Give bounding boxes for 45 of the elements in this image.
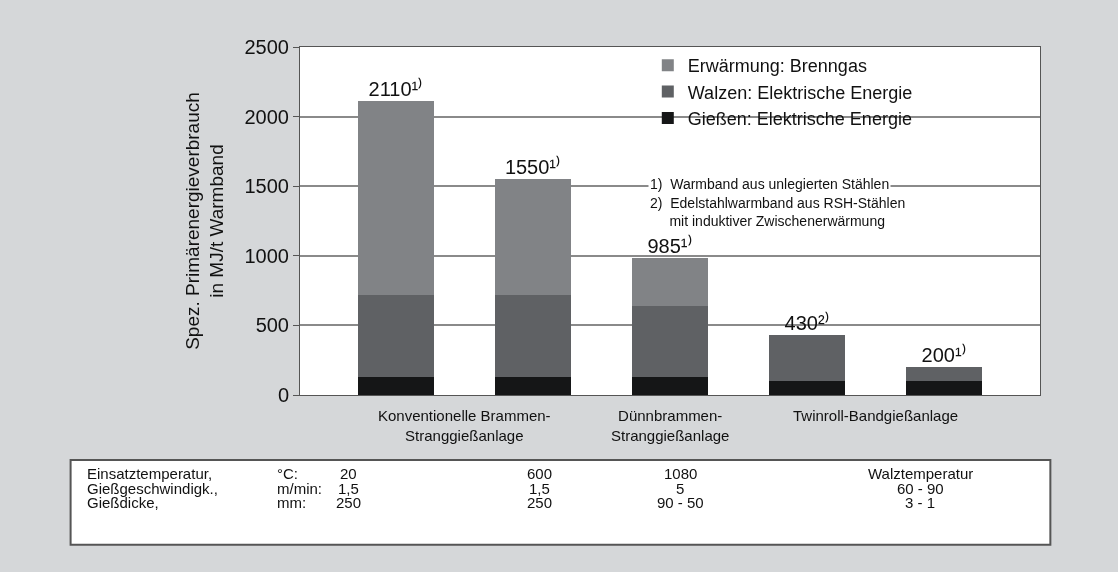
y-axis-title: Spez. Primärenergieverbrauch in MJ/t Warmband [181, 92, 228, 350]
text: °C: [277, 465, 298, 482]
bar [495, 294, 571, 377]
text: 90 - 50 [657, 494, 704, 511]
text: Konventionelle Brammen- Stranggießanlage [378, 407, 551, 444]
legend-label: Gießen: Elektrische Energie [687, 109, 912, 130]
total-label: 985¹⁾ [647, 233, 693, 257]
annotation: 2) Edelstahlwarmband aus RSH-Stählen mit induktiver Zwischenerwärmung [650, 195, 906, 230]
y-tick-label: 1500 [244, 175, 289, 198]
y-tick-label: 1000 [244, 244, 289, 267]
text: 1,5 [338, 480, 359, 497]
text: mm: [277, 494, 307, 511]
text: 1080 [664, 465, 698, 482]
text: Dünnbrammen- Stranggießanlage [611, 407, 730, 444]
text: 1,5 [529, 480, 550, 497]
text: 5 [676, 480, 685, 497]
text: Walztemperatur [868, 465, 974, 482]
annotation: 1) Warmband aus unlegierten Stählen [650, 176, 890, 192]
total-label: 430²⁾ [784, 311, 830, 335]
y-tick-label: 2000 [244, 105, 289, 128]
y-tick-label: 0 [277, 384, 289, 406]
legend-label: Erwärmung: Brenngas [687, 56, 867, 77]
bar [906, 381, 982, 395]
text: Einsatztemperatur, [87, 465, 213, 482]
bar [358, 294, 434, 377]
total-label: 200¹⁾ [921, 343, 967, 367]
bar [632, 305, 708, 377]
text: m/min: [277, 480, 322, 497]
text: 3 - 1 [905, 494, 936, 511]
text: 250 [527, 494, 553, 511]
bar [632, 376, 708, 395]
bar [495, 376, 571, 395]
bar [769, 381, 845, 395]
y-tick-label: 2500 [244, 36, 289, 58]
text: Twinroll-Bandgießanlage [793, 407, 959, 424]
bar [769, 335, 845, 382]
text: 600 [527, 465, 553, 482]
bar [906, 367, 982, 382]
total-label: 1550¹⁾ [504, 155, 562, 179]
total-label: 2110¹⁾ [368, 77, 424, 101]
y-tick-label: 500 [255, 314, 289, 337]
legend-label: Walzen: Elektrische Energie [687, 82, 913, 103]
text: 20 [340, 465, 357, 482]
text: 250 [336, 494, 362, 511]
bar [358, 376, 434, 395]
